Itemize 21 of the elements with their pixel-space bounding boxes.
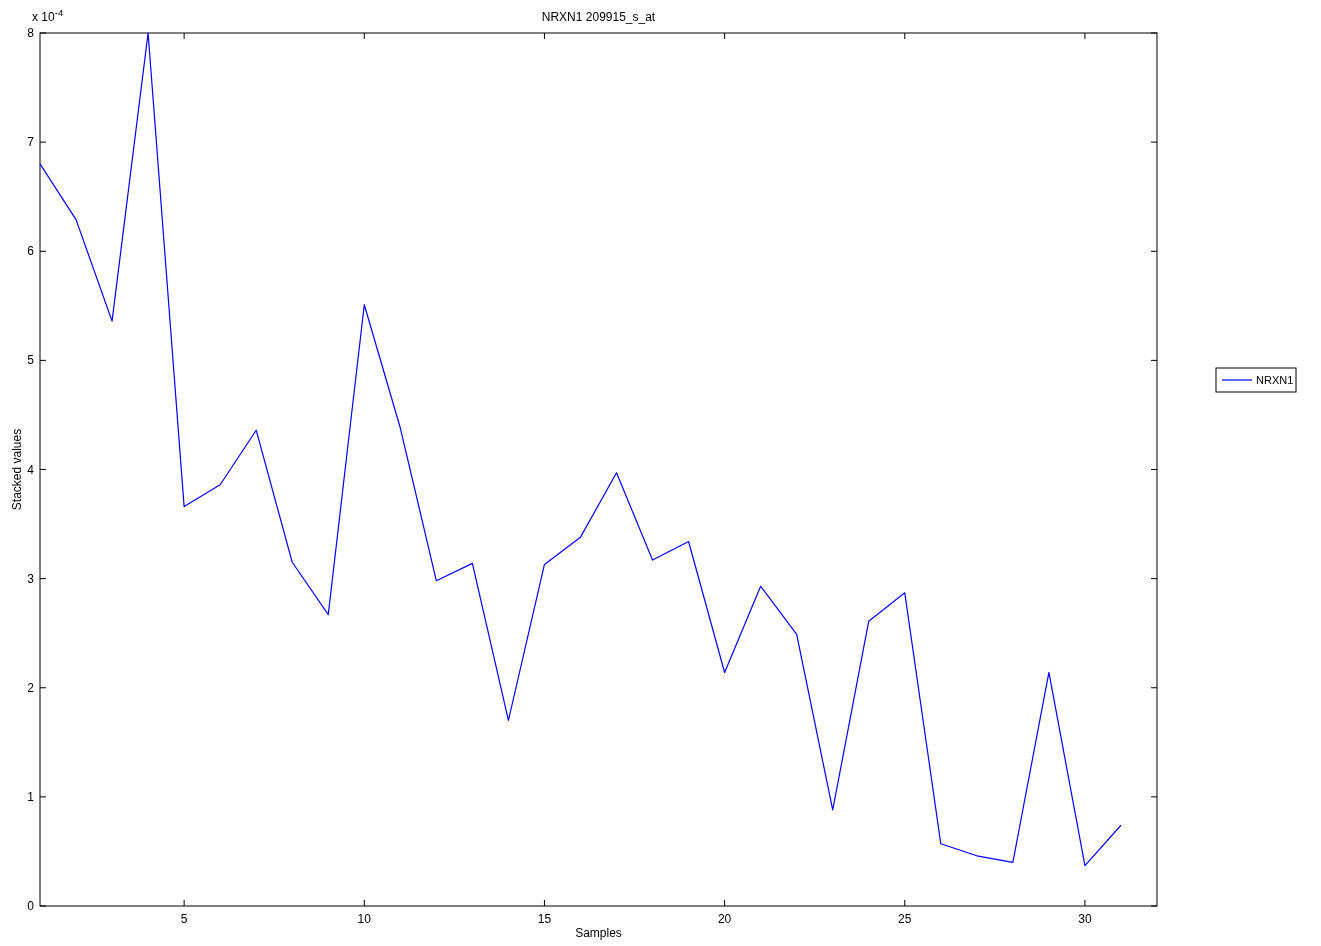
- x-tick-label: 30: [1078, 912, 1092, 926]
- y-tick-label: 1: [27, 789, 35, 804]
- x-tick-label: 25: [898, 912, 912, 926]
- y-tick-label: 2: [27, 680, 35, 695]
- text: x 10$^{-4}$: [32, 6, 64, 24]
- line-series: [39, 32, 1122, 867]
- y-tick-label: 4: [27, 462, 35, 477]
- x-tick-label: 5: [180, 912, 188, 926]
- x-tick-label: 15: [537, 912, 552, 926]
- y-tick-label: 6: [27, 244, 35, 259]
- y-tick-label: 8: [27, 26, 35, 40]
- legend-label: NRXN1: [1256, 374, 1294, 386]
- y-tick-label: 5: [27, 353, 35, 368]
- y-tick-label: 3: [27, 571, 35, 586]
- y-axis-title: Stacked values: [10, 428, 24, 511]
- y-tick-label: 7: [27, 135, 35, 150]
- x-tick-label: 20: [717, 912, 732, 926]
- y-tick-label: 0: [27, 899, 35, 913]
- x-tick-label: 10: [357, 912, 372, 926]
- x-axis-title: Samples: [575, 926, 622, 940]
- chart-title: NRXN1 209915_s_at: [541, 10, 656, 24]
